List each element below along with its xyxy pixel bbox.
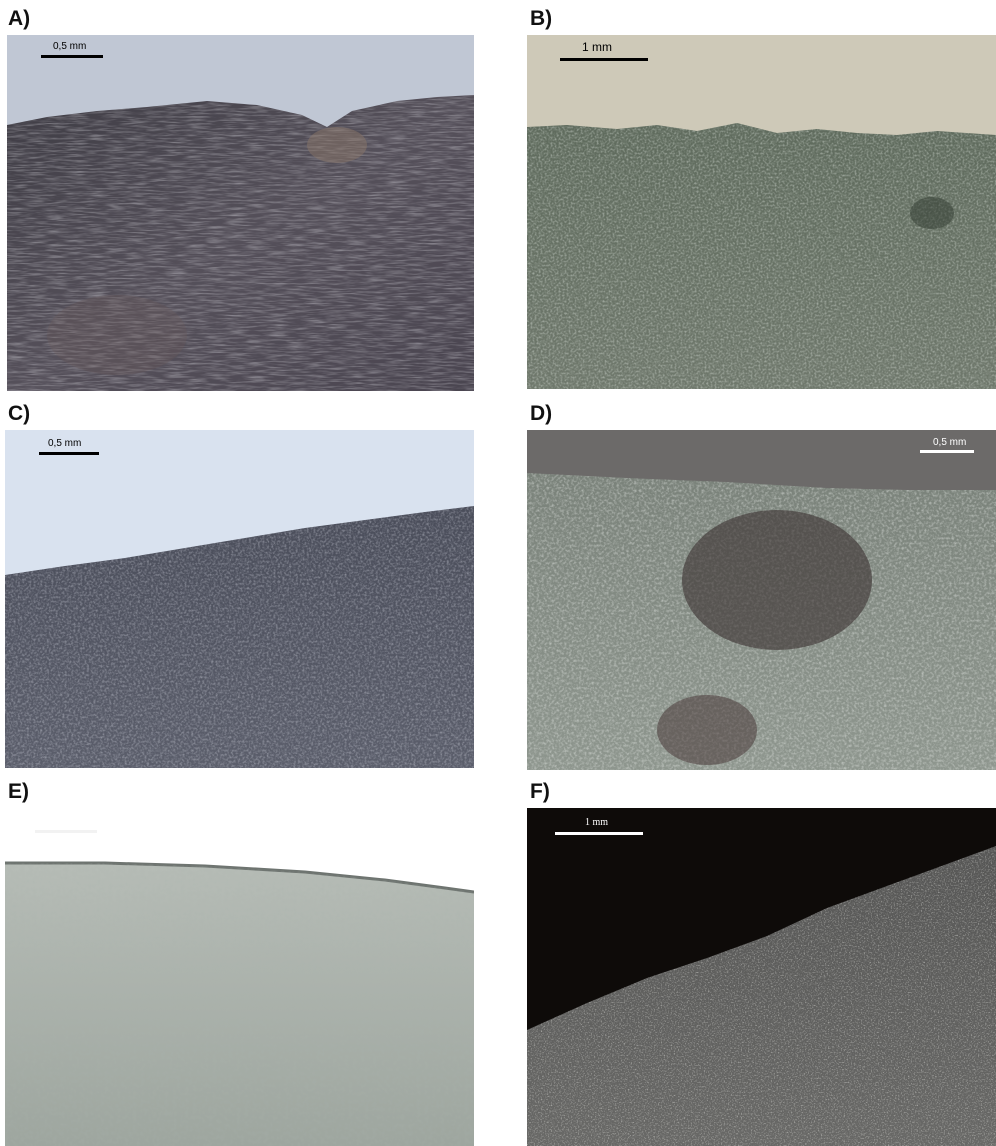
scale-bar-b <box>560 58 648 61</box>
scale-bar-e <box>35 830 97 833</box>
micrograph-image-e <box>5 808 474 1146</box>
micrograph-panel-a: 0,5 mm <box>7 35 474 391</box>
scale-bar-f <box>555 832 643 835</box>
panel-label-e: E) <box>8 780 29 803</box>
scale-label-d: 0,5 mm <box>933 437 967 448</box>
micrograph-panel-d: 0,5 mm <box>527 430 996 770</box>
panel-label-c: C) <box>8 402 31 425</box>
micrograph-image-b <box>527 35 996 389</box>
micrograph-panel-e <box>5 808 474 1146</box>
micrograph-panel-b: 1 mm <box>527 35 996 389</box>
scale-bar-a <box>41 55 103 58</box>
scale-label-c: 0,5 mm <box>48 438 82 449</box>
micrograph-image-f <box>527 808 996 1146</box>
scale-label-f: 1 mm <box>585 817 609 828</box>
panel-label-d: D) <box>530 402 553 425</box>
panel-label-a: A) <box>8 7 31 30</box>
panel-label-f: F) <box>530 780 550 803</box>
panel-label-b: B) <box>530 7 553 30</box>
scale-bar-d <box>920 450 974 453</box>
micrograph-image-a <box>7 35 474 391</box>
micrograph-image-c <box>5 430 474 768</box>
micrograph-panel-c: 0,5 mm <box>5 430 474 768</box>
micrograph-image-d <box>527 430 996 770</box>
scale-label-a: 0,5 mm <box>53 41 87 52</box>
micrograph-panel-f: 1 mm <box>527 808 996 1146</box>
scale-label-b: 1 mm <box>582 40 612 54</box>
scale-bar-c <box>39 452 99 455</box>
